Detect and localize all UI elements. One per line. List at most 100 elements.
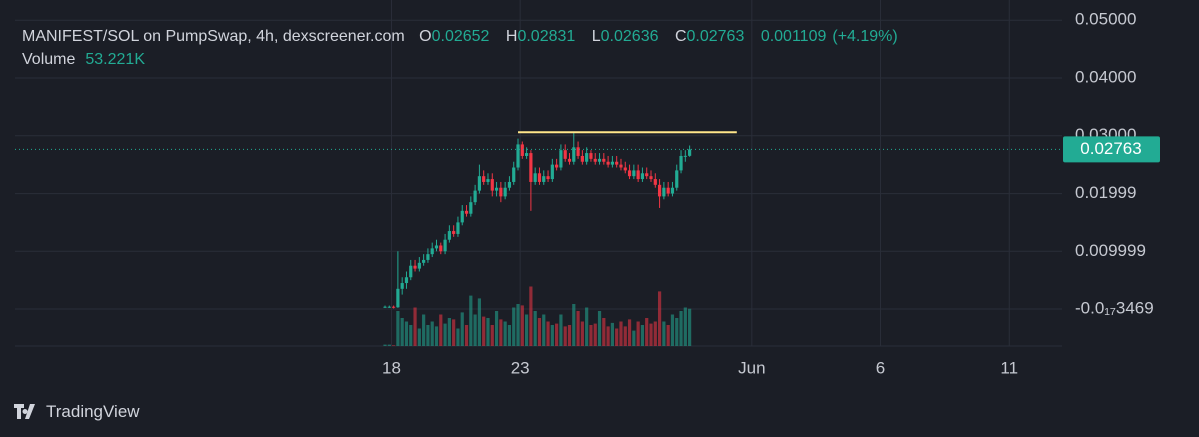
volume-bar	[409, 325, 413, 346]
candle-body	[503, 187, 507, 197]
candle-body	[512, 167, 516, 182]
y-tick-label: -0.0₁₇3469	[1075, 299, 1154, 318]
volume-bar	[559, 314, 563, 346]
volume-bar	[542, 314, 546, 346]
change-percent: (+4.19%)	[832, 28, 898, 45]
ohlc-letter: L	[591, 28, 601, 45]
volume-bar	[580, 321, 584, 346]
candle-body	[387, 306, 391, 308]
x-tick-label: 18	[382, 358, 401, 377]
candle-body	[486, 179, 490, 182]
volume-bar	[473, 314, 477, 346]
low-value: 0.02636	[600, 28, 659, 45]
volume-bar	[649, 323, 653, 346]
candle-body	[434, 245, 439, 249]
volume-bar	[469, 295, 473, 346]
high-value: 0.02831	[517, 28, 576, 45]
candle-body	[542, 176, 546, 182]
candle-body	[623, 167, 627, 171]
candle-body	[490, 179, 494, 191]
volume-bar	[645, 318, 649, 346]
volume-bar	[422, 314, 426, 346]
change-value: 0.001109	[760, 28, 827, 45]
volume-bar	[503, 321, 507, 346]
volume-bar	[383, 344, 387, 346]
volume-bar	[464, 325, 469, 346]
candle-body	[473, 190, 477, 203]
volume-bar	[486, 318, 490, 346]
open-value: 0.02652	[431, 28, 490, 45]
volume-bar	[627, 319, 632, 346]
candle-body	[675, 170, 679, 188]
volume-bar	[666, 325, 670, 346]
candle-body	[645, 173, 649, 177]
x-tick-label: Jun	[738, 358, 765, 377]
volume-bar	[623, 326, 627, 346]
volume-bar	[452, 319, 456, 346]
candle-body	[460, 210, 464, 223]
volume-bar	[499, 319, 503, 346]
candle-body	[636, 170, 640, 180]
volume-bar	[546, 321, 550, 346]
candle-body	[662, 187, 666, 197]
volume-bar	[679, 311, 683, 346]
candle-body	[653, 179, 657, 185]
volume-row: Volume 53.221K	[22, 51, 157, 69]
volume-bar	[507, 325, 512, 346]
candle-body	[550, 164, 554, 180]
candle-body	[688, 149, 692, 156]
volume-bar	[576, 311, 580, 346]
volume-bar	[632, 330, 636, 346]
volume-bar	[533, 311, 537, 346]
volume-bar	[589, 325, 593, 346]
candle-body	[417, 262, 421, 269]
candle-body	[452, 231, 456, 234]
volume-bar	[610, 322, 614, 346]
logo	[14, 404, 35, 419]
volume-bar	[597, 311, 602, 346]
candle-body	[679, 155, 683, 171]
candle-body	[567, 158, 572, 162]
x-tick-label: 6	[876, 358, 885, 377]
volume-bar	[392, 345, 396, 346]
volume-bar	[516, 304, 520, 346]
candle-body	[597, 158, 602, 162]
candle-body	[572, 147, 576, 162]
volume-title: Volume	[22, 51, 76, 68]
last-price-box	[1063, 136, 1160, 163]
candle-body	[619, 164, 623, 168]
volume-bar	[439, 314, 443, 346]
candle-body	[666, 187, 670, 194]
candle-body	[439, 245, 443, 252]
y-tick-label: 0.04000	[1075, 67, 1136, 86]
candle-body	[482, 176, 486, 182]
candle-body	[400, 283, 404, 289]
symbol-title: MANIFEST/SOL on PumpSwap, 4h, dexscreene…	[22, 28, 405, 45]
volume-bar	[662, 321, 666, 346]
candle-body	[404, 277, 409, 284]
volume-bar	[529, 286, 533, 346]
volume-bar	[426, 325, 430, 346]
candle-body	[447, 231, 451, 240]
volume-bar	[555, 323, 559, 346]
candle-body	[494, 187, 499, 191]
candle-body	[520, 144, 524, 156]
candle-body	[469, 202, 473, 214]
volume-bar	[615, 328, 619, 346]
volume-bar	[434, 326, 439, 346]
candle-body	[413, 265, 417, 269]
candle-body	[533, 173, 537, 182]
x-tick-label: 23	[511, 358, 530, 377]
candle-body	[610, 161, 614, 165]
candle-body	[443, 239, 447, 252]
candle-body	[516, 144, 520, 168]
volume-bar	[490, 325, 494, 346]
ohlc-letter: H	[505, 28, 518, 45]
volume-bar	[653, 321, 657, 346]
candle-body	[602, 158, 606, 162]
branding[interactable]: TradingView	[14, 402, 140, 422]
volume-bar	[567, 325, 572, 346]
volume-bar	[396, 311, 400, 346]
y-tick-label: 0.01999	[1075, 183, 1136, 202]
